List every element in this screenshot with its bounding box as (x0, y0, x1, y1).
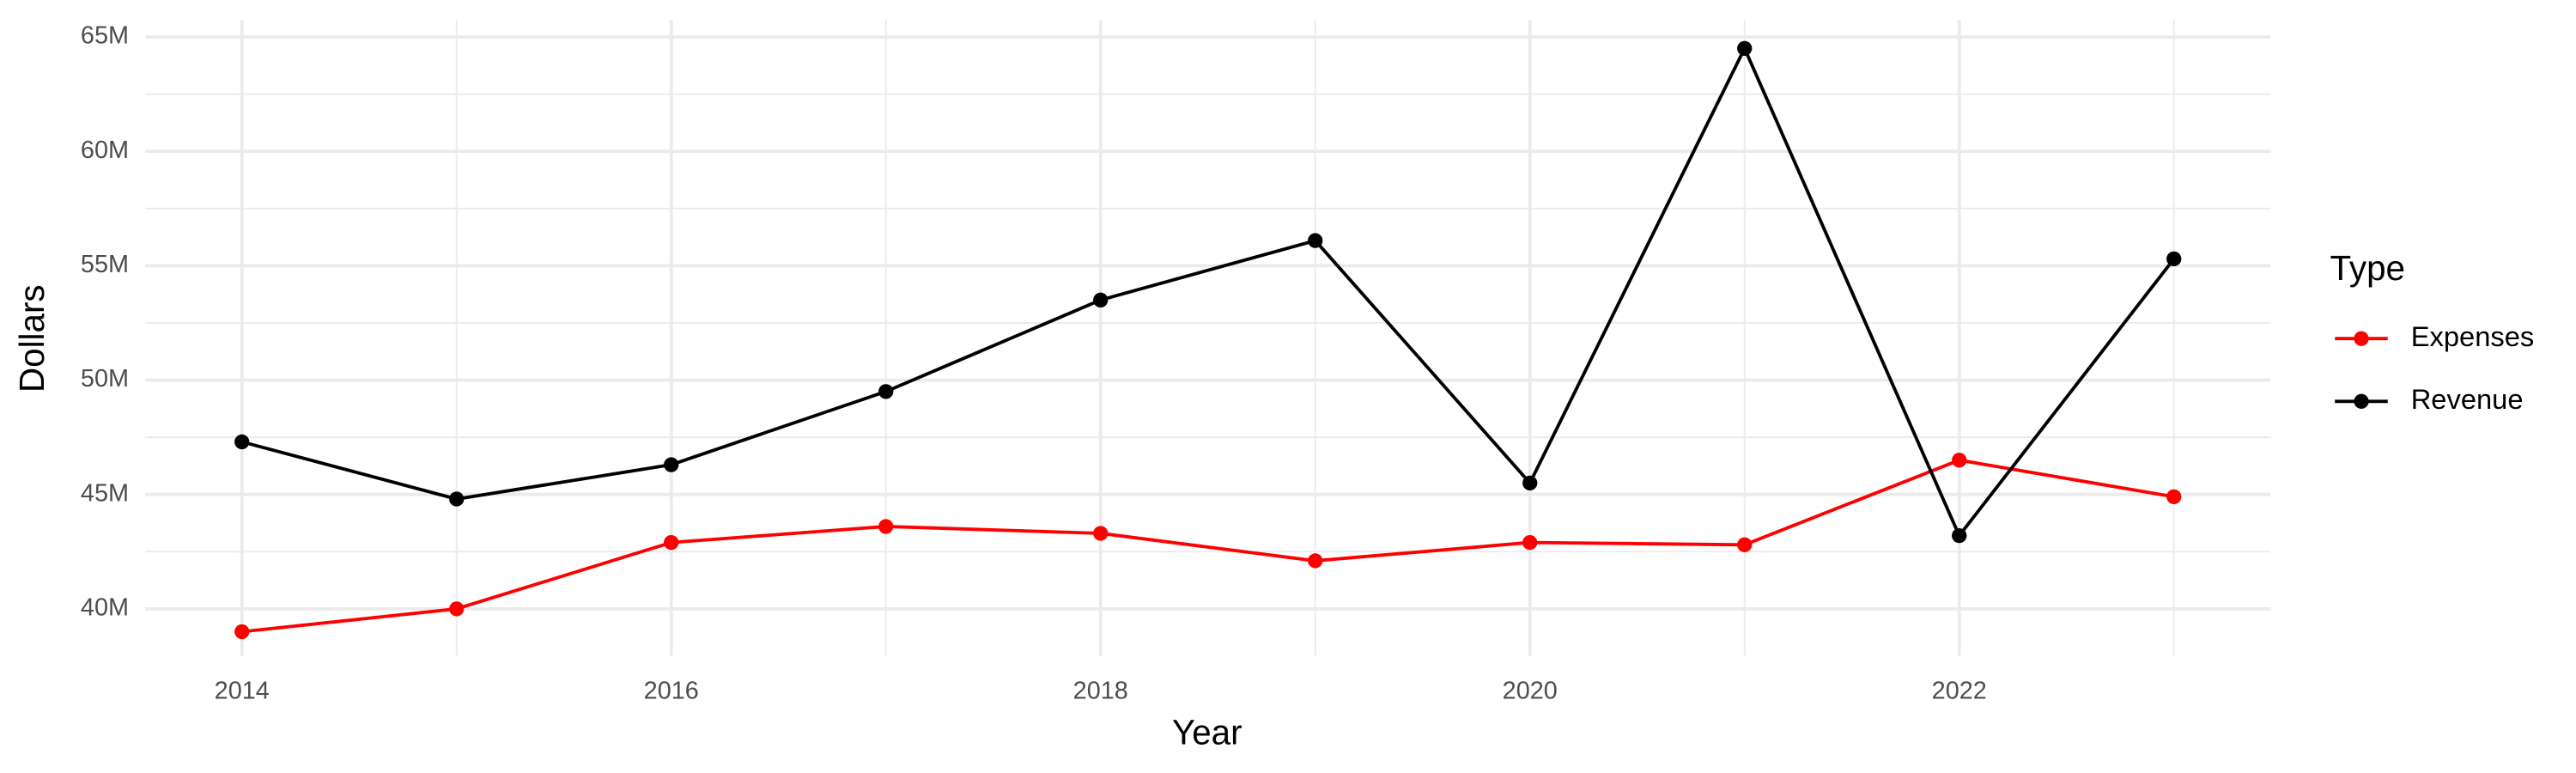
data-point (1952, 453, 1967, 468)
data-point (1952, 527, 1967, 544)
y-tick-label: 55M (81, 251, 129, 278)
x-tick-label: 2014 (215, 677, 270, 704)
data-point (2166, 251, 2182, 267)
x-tick-label: 2018 (1073, 677, 1128, 704)
series-line (241, 44, 2176, 539)
data-point (234, 434, 250, 450)
legend-label: Revenue (2411, 383, 2524, 415)
data-point (878, 519, 894, 534)
data-point (234, 624, 250, 640)
x-tick-label: 2016 (644, 677, 699, 704)
x-tick-label: 2020 (1503, 677, 1558, 704)
y-tick-label: 40M (81, 593, 129, 621)
x-tick-label: 2022 (1932, 677, 1987, 704)
data-point (1737, 40, 1753, 57)
data-point (1093, 292, 1109, 307)
data-point (1522, 534, 1538, 551)
x-axis-title: Year (1172, 712, 1242, 752)
data-point (1737, 537, 1753, 552)
y-tick-label: 50M (81, 365, 129, 393)
y-tick-label: 60M (81, 137, 129, 164)
data-point (449, 601, 465, 617)
data-point (1308, 553, 1323, 569)
data-point (1308, 233, 1323, 248)
data-point (1522, 475, 1538, 491)
legend-key-point (2354, 393, 2369, 409)
data-point (878, 384, 894, 399)
y-tick-label: 45M (81, 479, 129, 507)
y-axis-title: Dollars (12, 284, 52, 393)
data-point (449, 491, 465, 507)
y-tick-label: 65M (81, 22, 129, 50)
series-line (241, 458, 2175, 634)
data-point (664, 457, 679, 472)
data-point (1093, 526, 1109, 541)
legend-label: Expenses (2411, 320, 2535, 352)
data-point (2166, 489, 2182, 505)
legend-key-point (2354, 331, 2369, 346)
legend-title: Type (2330, 248, 2405, 288)
data-point (664, 534, 679, 551)
